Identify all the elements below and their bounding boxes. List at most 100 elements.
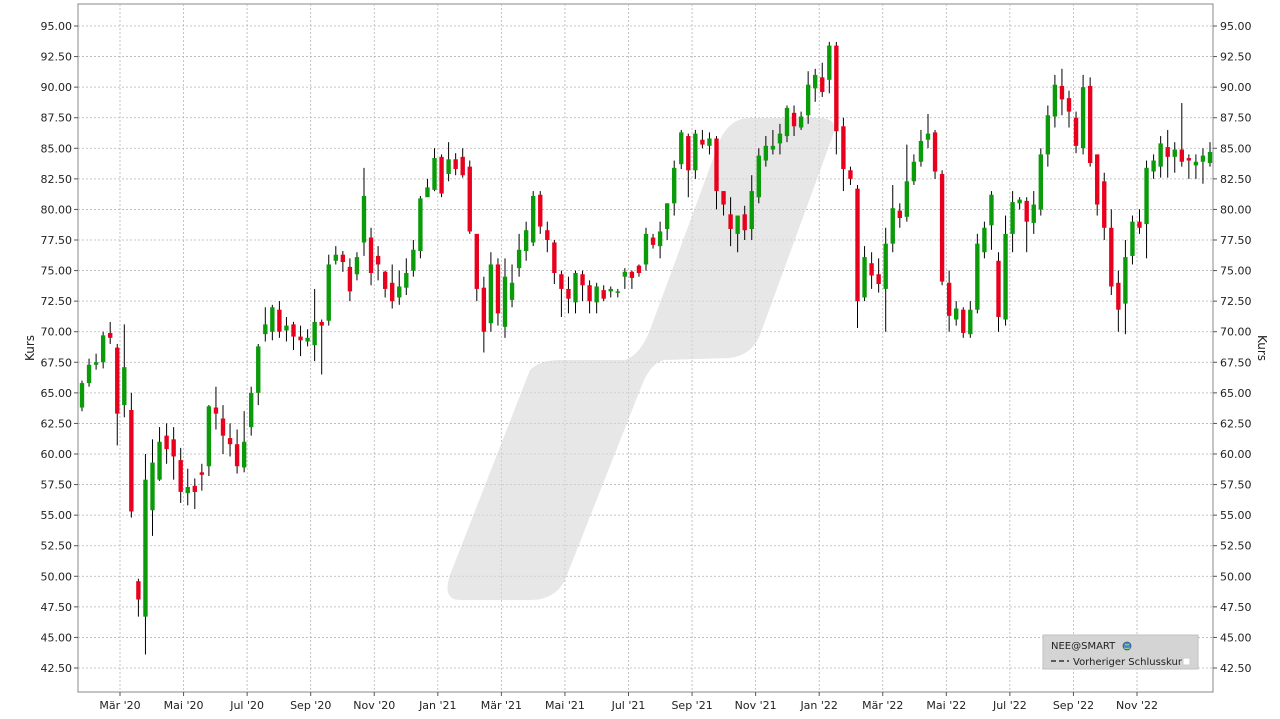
candle-up xyxy=(735,215,740,234)
candle-up xyxy=(805,84,811,116)
candle-up xyxy=(862,257,867,298)
candle-up xyxy=(643,233,649,265)
y-tick-label: 90.00 xyxy=(41,81,73,94)
candle-down xyxy=(1059,85,1065,100)
x-tick-label: Jul '21 xyxy=(611,699,646,712)
x-tick-label: Sep '21 xyxy=(671,699,712,712)
candle-up xyxy=(1017,199,1022,204)
candle-up xyxy=(968,309,973,335)
candle-down xyxy=(171,439,176,457)
candle-down xyxy=(1186,158,1192,161)
candle-down xyxy=(791,112,797,127)
candle-down xyxy=(636,265,642,274)
x-tick-label: Sep '20 xyxy=(290,699,331,712)
candle-down xyxy=(848,170,853,179)
candle-down xyxy=(481,287,487,332)
candle-down xyxy=(700,139,705,145)
candle-up xyxy=(763,145,769,161)
y-tick-label: 45.00 xyxy=(1220,631,1252,644)
candle-up xyxy=(432,158,437,190)
y-tick-label: 62.50 xyxy=(1220,417,1252,430)
candle-up xyxy=(594,286,599,303)
y-tick-label: 87.50 xyxy=(1220,112,1252,125)
candle-down xyxy=(714,138,719,192)
candle-up xyxy=(206,406,212,467)
candle-up xyxy=(664,203,670,229)
y-tick-label: 70.00 xyxy=(41,326,73,339)
x-tick-label: Nov '21 xyxy=(735,699,777,712)
y-tick-label: 65.00 xyxy=(1220,387,1252,400)
y-tick-label: 70.00 xyxy=(1220,326,1252,339)
candle-down xyxy=(1102,181,1107,228)
candle-up xyxy=(883,243,888,289)
y-tick-label: 75.00 xyxy=(41,265,73,278)
candle-up xyxy=(1003,233,1008,320)
candle-up xyxy=(1038,154,1043,210)
candle-up xyxy=(657,231,663,247)
candle-up xyxy=(770,145,776,150)
y-tick-label: 57.50 xyxy=(41,479,73,492)
candle-down xyxy=(220,418,226,436)
candle-up xyxy=(143,479,148,617)
candle-up xyxy=(79,383,85,408)
candle-down xyxy=(467,166,472,232)
candle-up xyxy=(975,243,980,310)
candle-up xyxy=(502,276,508,327)
candle-up xyxy=(918,140,924,162)
y-tick-label: 80.00 xyxy=(1220,203,1252,216)
candle-down xyxy=(650,237,656,245)
candle-up xyxy=(1207,151,1213,163)
candle-down xyxy=(841,126,846,170)
y-tick-label: 62.50 xyxy=(41,417,73,430)
candle-up xyxy=(425,187,430,198)
candle-down xyxy=(1165,147,1170,157)
y-axis-left: 42.50 45.00 47.50 50.00 52.50 55.00 57.50 60.00… xyxy=(41,20,78,675)
candle-up xyxy=(890,208,895,244)
candle-up xyxy=(326,264,331,321)
candle-down xyxy=(961,309,966,333)
y-tick-label: 92.50 xyxy=(1220,51,1252,64)
x-axis: Mär '20 Mai '20 Jul '20 Sep '20 Nov '20 Jan '… xyxy=(99,692,1158,712)
y-tick-label: 95.00 xyxy=(41,20,73,33)
globe-icon xyxy=(1122,641,1132,651)
candle-down xyxy=(587,285,592,302)
candle-down xyxy=(939,173,945,282)
candle-up xyxy=(354,257,360,275)
candle-down xyxy=(876,274,881,285)
candle-down xyxy=(1087,85,1093,163)
candle-down xyxy=(115,347,120,414)
legend: NEE@SMART Vorheriger Schlusskurs xyxy=(1042,634,1199,670)
candle-up xyxy=(672,167,677,204)
candle-up xyxy=(693,133,698,171)
candle-up xyxy=(749,191,754,229)
x-tick-label: Mär '20 xyxy=(99,699,140,712)
candle-down xyxy=(834,45,839,132)
candle-up xyxy=(615,291,620,293)
y-tick-label: 85.00 xyxy=(41,142,73,155)
candle-down xyxy=(566,288,571,299)
candle-down xyxy=(728,214,733,229)
candle-up xyxy=(1193,161,1199,166)
candle-up xyxy=(756,155,761,198)
candle-down xyxy=(213,407,219,414)
candle-up xyxy=(270,307,275,332)
legend-entry-previous-close: Vorheriger Schlusskurs xyxy=(1073,657,1187,668)
candle-down xyxy=(552,242,557,274)
candle-down xyxy=(474,233,479,289)
candle-up xyxy=(798,116,804,128)
y-axis-title-left: Kurs xyxy=(23,335,37,361)
legend-swatch xyxy=(1182,657,1191,666)
y-tick-label: 57.50 xyxy=(1220,479,1252,492)
candle-down xyxy=(629,271,635,278)
candles xyxy=(79,41,1213,655)
candle-up xyxy=(608,288,613,292)
y-tick-label: 87.50 xyxy=(41,112,73,125)
y-tick-label: 47.50 xyxy=(41,601,73,614)
candle-down xyxy=(368,237,374,274)
candle-up xyxy=(509,282,515,300)
x-tick-label: Nov '22 xyxy=(1116,699,1158,712)
candle-up xyxy=(1130,221,1135,256)
candle-down xyxy=(538,194,543,227)
candle-up xyxy=(1172,149,1177,157)
candle-down xyxy=(996,260,1001,318)
